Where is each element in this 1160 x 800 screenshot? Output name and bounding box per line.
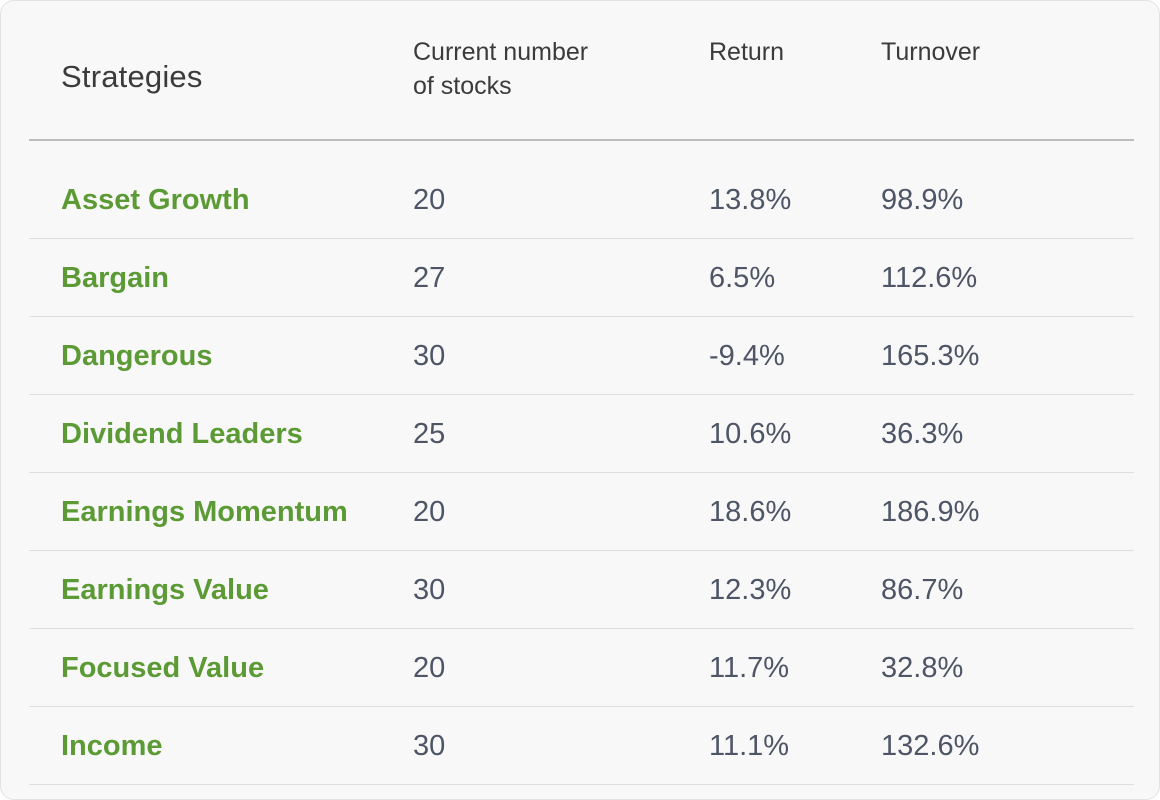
table-row: Income 30 11.1% 132.6% — [29, 707, 1134, 785]
table-header: Strategies Current number of stocks Retu… — [29, 1, 1134, 141]
stock-count: 30 — [413, 574, 446, 606]
table-row: Focused Value 20 11.7% 32.8% — [29, 629, 1134, 707]
strategy-link[interactable]: Earnings Value — [61, 574, 269, 606]
turnover-value: 112.6% — [881, 262, 978, 294]
strategy-link[interactable]: Bargain — [61, 262, 169, 294]
return-value: 13.8% — [709, 184, 792, 216]
header-count-line2: of stocks — [413, 72, 512, 100]
stock-count: 20 — [413, 652, 446, 684]
return-value: 11.1% — [709, 730, 790, 762]
table-row: Earnings Momentum 20 18.6% 186.9% — [29, 473, 1134, 551]
turnover-value: 186.9% — [881, 496, 980, 528]
table-row: Dangerous 30 -9.4% 165.3% — [29, 317, 1134, 395]
header-return: Return — [709, 38, 785, 66]
header-turnover: Turnover — [881, 38, 981, 66]
turnover-value: 165.3% — [881, 340, 980, 372]
strategy-link[interactable]: Dangerous — [61, 340, 213, 372]
strategy-link[interactable]: Dividend Leaders — [61, 418, 303, 450]
header-strategies: Strategies — [61, 59, 203, 94]
table-body: Asset Growth 20 13.8% 98.9% Bargain 27 6… — [29, 161, 1134, 785]
turnover-value: 132.6% — [881, 730, 980, 762]
strategy-link[interactable]: Focused Value — [61, 652, 265, 684]
table-row: Bargain 27 6.5% 112.6% — [29, 239, 1134, 317]
turnover-value: 36.3% — [881, 418, 964, 450]
table-row: Dividend Leaders 25 10.6% 36.3% — [29, 395, 1134, 473]
header-count-line1: Current number — [413, 38, 589, 66]
stock-count: 25 — [413, 418, 446, 450]
turnover-value: 98.9% — [881, 184, 964, 216]
turnover-value: 86.7% — [881, 574, 964, 606]
return-value: 18.6% — [709, 496, 792, 528]
strategy-link[interactable]: Earnings Momentum — [61, 496, 348, 528]
strategy-link[interactable]: Asset Growth — [61, 184, 250, 216]
table-row: Earnings Value 30 12.3% 86.7% — [29, 551, 1134, 629]
return-value: 11.7% — [709, 652, 790, 684]
return-value: 6.5% — [709, 262, 776, 294]
header-current-number-of-stocks: Current number of stocks — [413, 35, 653, 103]
return-value: -9.4% — [709, 340, 785, 372]
stock-count: 30 — [413, 730, 446, 762]
turnover-value: 32.8% — [881, 652, 964, 684]
stock-count: 20 — [413, 184, 446, 216]
stock-count: 27 — [413, 262, 446, 294]
return-value: 10.6% — [709, 418, 792, 450]
return-value: 12.3% — [709, 574, 792, 606]
table-row: Asset Growth 20 13.8% 98.9% — [29, 161, 1134, 239]
stock-count: 30 — [413, 340, 446, 372]
stock-count: 20 — [413, 496, 446, 528]
strategy-link[interactable]: Income — [61, 730, 163, 762]
